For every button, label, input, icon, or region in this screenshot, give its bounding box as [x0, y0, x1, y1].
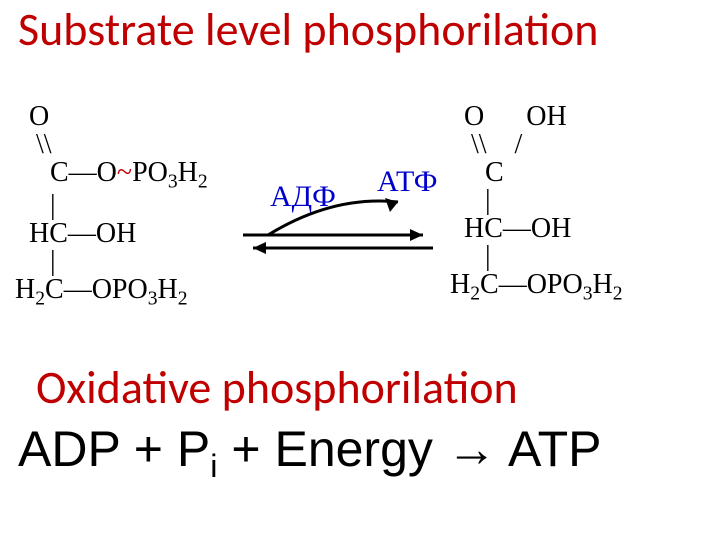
ml-l5: HC—OH: [15, 218, 136, 249]
equation: ADP + Pi + Energy → ATP: [18, 420, 601, 485]
mr-l2: \\ /: [450, 129, 522, 160]
ml-l7s3: 2: [178, 289, 188, 310]
mr-l6: |: [450, 241, 491, 272]
forward-arrow-head: [410, 229, 423, 241]
molecule-right: O OH \\ / C | HC—OH | H2C—OPO3H2: [450, 75, 623, 332]
ml-l3c: H: [178, 157, 198, 188]
mr-l5: HC—OH: [450, 213, 571, 244]
back-arrow-head: [253, 242, 266, 254]
ml-l7b: C—OPO: [45, 274, 148, 305]
title-substrate: Substrate level phosphorilation: [18, 2, 598, 58]
ml-l2: \\: [15, 129, 52, 160]
reaction-arrows: [238, 190, 438, 280]
mr-l7a: H: [450, 269, 470, 300]
ml-l6: |: [15, 246, 56, 277]
reaction-diagram: O \\ C—O~PO3H2 | HC—OH | H2C—OPO3H2 АДФ …: [10, 75, 710, 305]
mr-l4: |: [450, 185, 491, 216]
mr-l7s3: 2: [613, 284, 623, 305]
ml-l4: |: [15, 190, 56, 221]
ml-l3b: PO: [132, 157, 168, 188]
curve-arrow: [268, 201, 398, 235]
eq-p: P: [177, 421, 210, 477]
ml-l3s: 3: [168, 172, 178, 193]
curve-arrow-head: [385, 198, 398, 212]
ml-tilde: ~: [117, 157, 132, 188]
eq-arrow: →: [433, 421, 508, 477]
eq-adp: ADP: [18, 421, 120, 477]
eq-energy: Energy: [274, 421, 432, 477]
ml-l7s: 2: [35, 289, 45, 310]
mr-l7c: H: [593, 269, 613, 300]
eq-plus2: +: [217, 421, 274, 477]
ml-l7s2: 3: [148, 289, 158, 310]
ml-l3s2: 2: [198, 172, 208, 193]
mr-l7s2: 3: [583, 284, 593, 305]
mr-l1: O OH: [450, 101, 567, 132]
mr-l3: C: [450, 157, 504, 188]
ml-l7a: H: [15, 274, 35, 305]
eq-atp: ATP: [508, 421, 602, 477]
mr-l7s: 2: [470, 284, 480, 305]
ml-l3a: C—O: [15, 157, 117, 188]
mr-l7b: C—OPO: [480, 269, 583, 300]
eq-plus1: +: [120, 421, 177, 477]
title-oxidative: Oxidative phosphorilation: [36, 360, 518, 416]
molecule-left: O \\ C—O~PO3H2 | HC—OH | H2C—OPO3H2: [15, 75, 208, 337]
ml-l1: O: [15, 101, 49, 132]
ml-l7c: H: [158, 274, 178, 305]
